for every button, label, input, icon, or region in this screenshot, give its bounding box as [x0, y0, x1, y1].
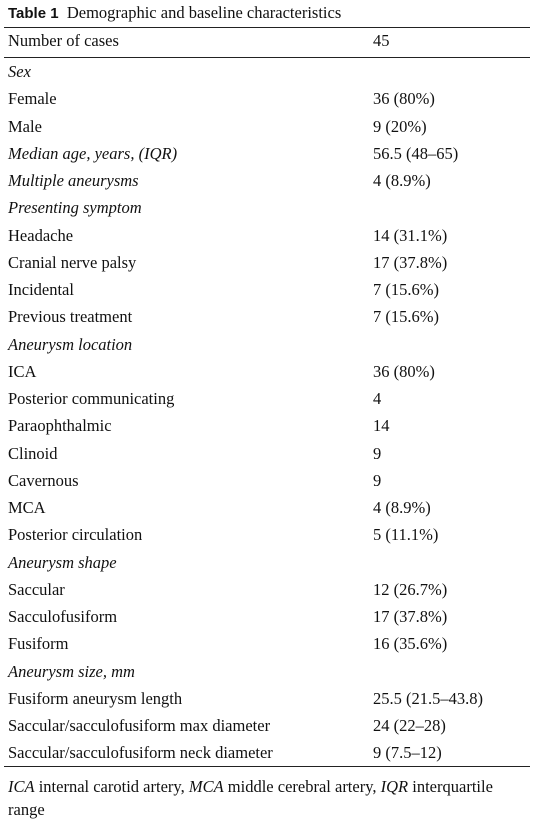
footnote-abbr: IQR [380, 777, 409, 796]
row-label: Median age, years, (IQR) [8, 143, 178, 163]
row-value: 24 (22–28) [373, 716, 446, 735]
caption: Table 1 Demographic and baseline charact… [8, 3, 341, 23]
row-value: 12 (26.7%) [373, 579, 448, 599]
row-value: 4 (8.9%) [373, 498, 431, 517]
row-value: 9 (20%) [373, 116, 427, 136]
row-label: Fusiform [8, 634, 69, 654]
rule [4, 57, 530, 58]
header-cell: Number of cases [8, 31, 119, 50]
row-label: Previous treatment [8, 307, 133, 327]
row-value: 9 [373, 470, 382, 490]
row-label: Presenting symptom [8, 198, 142, 218]
row-label: Aneurysm location [8, 334, 133, 354]
row-value: 14 (31.1%) [373, 225, 448, 245]
row-value: 17 (37.8%) [373, 607, 448, 626]
row-label: Sex [8, 62, 31, 81]
row-value: 4 [373, 389, 382, 408]
footnote-text: middle cerebral artery, [223, 777, 381, 796]
caption-text: Demographic and baseline characteristics [66, 3, 342, 22]
footnote-text: internal carotid artery, [34, 777, 189, 796]
row-value: 17 (37.8%) [373, 252, 448, 272]
row-label: Male [8, 116, 42, 136]
row-value: 36 (80%) [373, 361, 435, 381]
row-label: Saccular [8, 579, 65, 599]
row-label: Incidental [8, 280, 74, 299]
table-label: Table 1 [8, 5, 59, 22]
row-label: Multiple aneurysms [8, 171, 139, 190]
footnote: ICA internal carotid artery, MCA middle … [8, 775, 498, 821]
row-label: Sacculofusiform [8, 607, 118, 626]
row-label: Aneurysm size, mm [8, 661, 135, 681]
row-label: Cavernous [8, 470, 79, 490]
row-label: Saccular/sacculofusiform max diameter [8, 716, 271, 735]
row-label: Saccular/sacculofusiform neck diameter [8, 743, 273, 763]
row-value: 7 (15.6%) [373, 307, 439, 327]
row-value: 9 (7.5–12) [373, 743, 442, 763]
row-value: 25.5 (21.5–43.8) [373, 688, 483, 708]
footnote-abbr: ICA [8, 777, 35, 796]
row-value: 9 [373, 443, 382, 463]
row-value: 5 (11.1%) [373, 525, 439, 545]
rule [4, 766, 530, 767]
row-value: 16 (35.6%) [373, 634, 448, 654]
row-label: Cranial nerve palsy [8, 252, 137, 272]
row-value: 4 (8.9%) [373, 171, 431, 190]
header-cell: 45 [373, 31, 390, 50]
footnote-abbr: MCA [188, 777, 224, 796]
row-label: Female [8, 89, 57, 109]
row-label: Posterior communicating [8, 389, 175, 408]
row-value: 14 [373, 416, 390, 436]
row-label: Clinoid [8, 443, 58, 463]
row-label: Posterior circulation [8, 525, 143, 545]
row-label: Fusiform aneurysm length [8, 688, 183, 708]
row-value: 36 (80%) [373, 89, 435, 109]
row-value: 56.5 (48–65) [373, 143, 459, 163]
row-value: 7 (15.6%) [373, 280, 439, 299]
row-label: ICA [8, 361, 37, 381]
row-label: Headache [8, 225, 74, 245]
row-label: Paraophthalmic [8, 416, 112, 436]
footnote-text: interquartile range [8, 777, 493, 819]
row-label: MCA [8, 498, 46, 517]
rule [4, 27, 530, 28]
row-label: Aneurysm shape [8, 552, 117, 572]
